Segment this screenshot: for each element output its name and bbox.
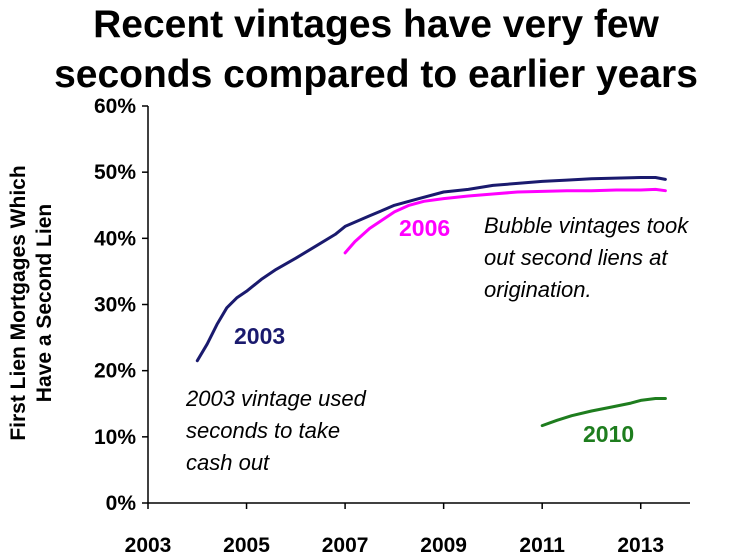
y-tick-label: 10% bbox=[94, 426, 136, 449]
y-tick-label: 0% bbox=[106, 492, 137, 515]
y-tick-label: 40% bbox=[94, 227, 136, 250]
series-label-2003: 2003 bbox=[234, 323, 285, 349]
series-line-2010 bbox=[540, 397, 667, 428]
series-label-2010: 2010 bbox=[583, 421, 634, 447]
y-tick-label: 30% bbox=[94, 294, 136, 317]
chart-title-line-1: Recent vintages have very few bbox=[93, 3, 659, 46]
y-tick-label: 20% bbox=[94, 360, 136, 383]
annotation-bubble-line-3: origination. bbox=[484, 277, 592, 302]
series-line-2003 bbox=[195, 176, 667, 363]
y-axis-title-line-2: Have a Second Lien bbox=[33, 204, 56, 402]
y-tick-label: 60% bbox=[94, 95, 136, 118]
x-tick-label: 2011 bbox=[519, 534, 565, 557]
x-tick-label: 2007 bbox=[322, 534, 369, 557]
annotation-bubble-line-1: Bubble vintages took bbox=[484, 213, 689, 238]
annotation-bubble-line-2: out second liens at bbox=[484, 245, 668, 270]
chart-title-line-2: seconds compared to earlier years bbox=[54, 53, 698, 96]
x-tick-label: 2009 bbox=[420, 534, 467, 557]
y-axis-title-line-1: First Lien Mortgages Which bbox=[7, 165, 30, 440]
x-tick-label: 2013 bbox=[617, 534, 664, 557]
series-label-2006: 2006 bbox=[399, 215, 450, 241]
y-tick-label: 50% bbox=[94, 161, 136, 184]
annotation-2003-line-2: seconds to take bbox=[186, 418, 340, 443]
chart-title: Recent vintages have very few seconds co… bbox=[0, 0, 752, 100]
annotation-2003-line-3: cash out bbox=[186, 450, 270, 475]
x-tick-label: 2005 bbox=[223, 534, 270, 557]
series-line-2006 bbox=[343, 187, 667, 255]
x-tick-label: 2003 bbox=[125, 534, 172, 557]
annotation-2003-line-1: 2003 vintage used bbox=[185, 386, 367, 411]
